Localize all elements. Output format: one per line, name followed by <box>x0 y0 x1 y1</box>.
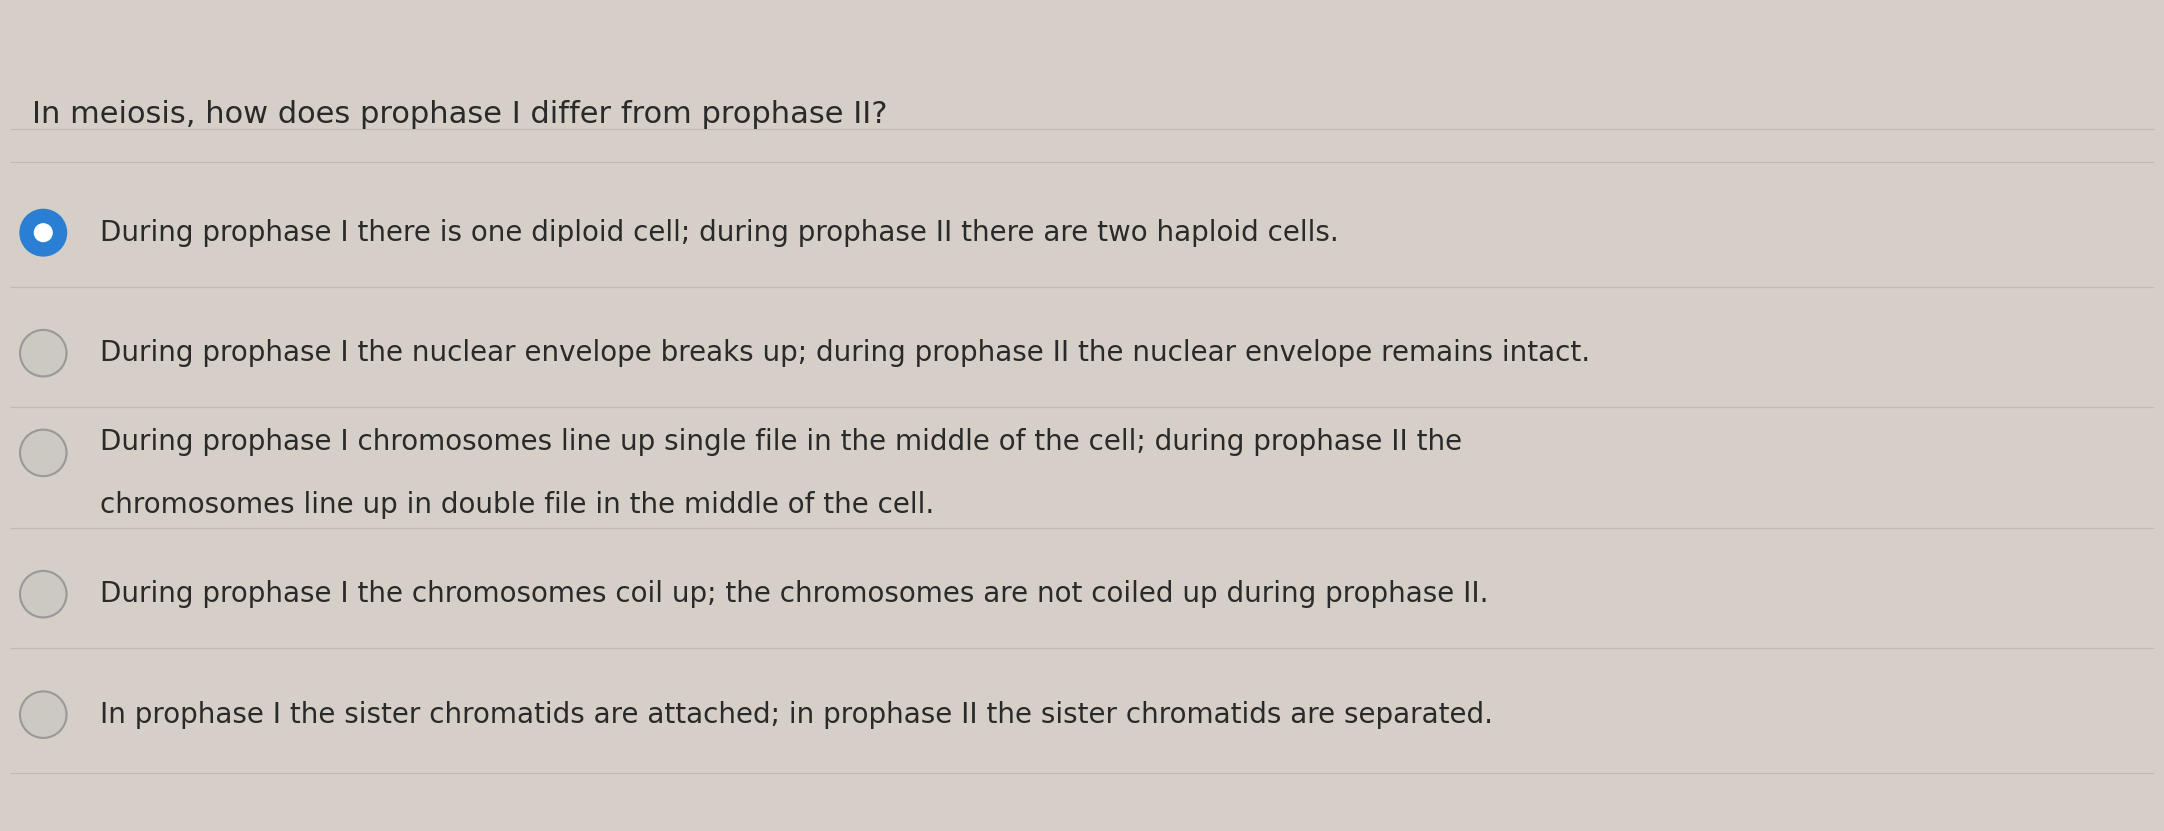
Text: In meiosis, how does prophase I differ from prophase II?: In meiosis, how does prophase I differ f… <box>32 100 887 129</box>
Text: During prophase I the chromosomes coil up; the chromosomes are not coiled up dur: During prophase I the chromosomes coil u… <box>100 580 1489 608</box>
Ellipse shape <box>35 224 52 242</box>
Text: chromosomes line up in double file in the middle of the cell.: chromosomes line up in double file in th… <box>100 491 935 519</box>
Text: During prophase I chromosomes line up single file in the middle of the cell; dur: During prophase I chromosomes line up si… <box>100 428 1461 456</box>
Ellipse shape <box>19 571 67 617</box>
Text: During prophase I there is one diploid cell; during prophase II there are two ha: During prophase I there is one diploid c… <box>100 219 1337 247</box>
Text: In prophase I the sister chromatids are attached; in prophase II the sister chro: In prophase I the sister chromatids are … <box>100 701 1493 729</box>
Text: During prophase I the nuclear envelope breaks up; during prophase II the nuclear: During prophase I the nuclear envelope b… <box>100 339 1591 367</box>
Ellipse shape <box>19 430 67 476</box>
Ellipse shape <box>19 209 67 256</box>
Ellipse shape <box>19 691 67 738</box>
Ellipse shape <box>19 330 67 376</box>
